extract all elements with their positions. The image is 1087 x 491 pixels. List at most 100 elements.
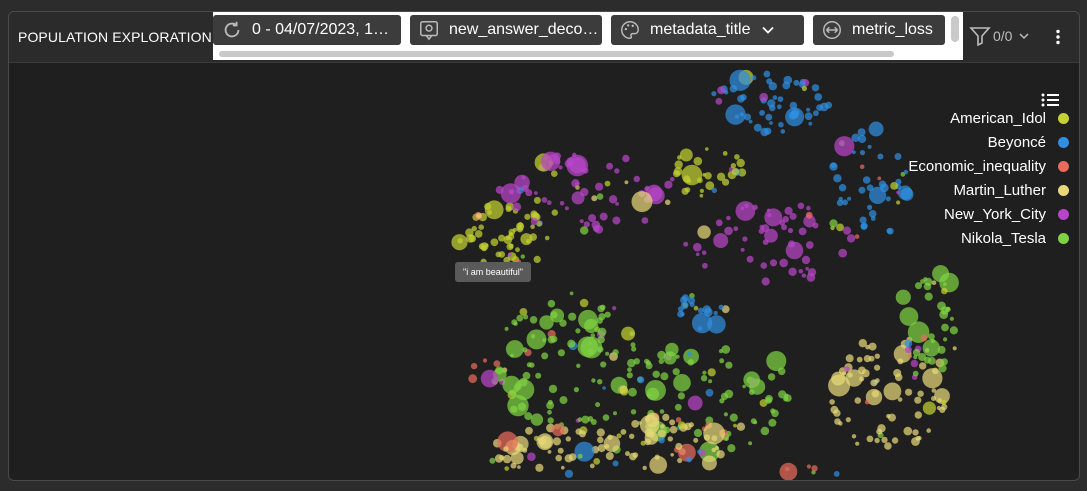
- scatter-point[interactable]: [877, 176, 882, 181]
- scatter-point[interactable]: [791, 108, 800, 118]
- scatter-point[interactable]: [658, 358, 664, 364]
- scatter-point[interactable]: [657, 350, 666, 360]
- scatter-point[interactable]: [557, 447, 564, 454]
- scatter-point[interactable]: [535, 372, 542, 379]
- scatter-point[interactable]: [952, 346, 957, 351]
- scatter-point[interactable]: [719, 358, 725, 364]
- scatter-point[interactable]: [723, 412, 729, 417]
- scatter-point[interactable]: [583, 221, 590, 228]
- scatter-point[interactable]: [484, 202, 492, 211]
- scatter-point[interactable]: [740, 94, 747, 101]
- scatter-point[interactable]: [550, 308, 565, 323]
- scatter-point[interactable]: [567, 339, 576, 348]
- scatter-point[interactable]: [645, 412, 660, 427]
- chip-color[interactable]: metadata_title: [611, 15, 804, 45]
- scatter-point[interactable]: [525, 426, 533, 435]
- scatter-point[interactable]: [678, 443, 696, 462]
- scatter-point[interactable]: [587, 348, 594, 356]
- scatter-point[interactable]: [597, 444, 606, 453]
- scatter-point[interactable]: [699, 188, 705, 193]
- scatter-point[interactable]: [704, 172, 712, 180]
- scatter-point[interactable]: [711, 187, 717, 194]
- scatter-point[interactable]: [630, 409, 637, 415]
- scatter-point[interactable]: [627, 358, 636, 368]
- scatter-point[interactable]: [693, 156, 703, 166]
- scatter-point[interactable]: [734, 154, 740, 160]
- scatter-point[interactable]: [523, 314, 529, 320]
- scatter-point[interactable]: [870, 216, 876, 221]
- scatter-point[interactable]: [740, 247, 745, 252]
- scatter-point[interactable]: [687, 296, 696, 305]
- scatter-point[interactable]: [713, 310, 718, 316]
- scatter-point[interactable]: [546, 200, 552, 206]
- scatter-point[interactable]: [871, 390, 880, 398]
- scatter-point[interactable]: [607, 434, 613, 440]
- scatter-point[interactable]: [845, 369, 863, 387]
- scatter-point[interactable]: [495, 251, 502, 258]
- scatter-point[interactable]: [729, 84, 738, 93]
- scatter-point[interactable]: [508, 232, 513, 236]
- scatter-point[interactable]: [759, 92, 769, 102]
- scatter-point[interactable]: [803, 215, 816, 228]
- scatter-point[interactable]: [701, 455, 717, 471]
- scatter-point[interactable]: [533, 255, 541, 263]
- scatter-point[interactable]: [559, 396, 568, 405]
- scatter-point[interactable]: [697, 326, 702, 331]
- scatter-point[interactable]: [748, 441, 753, 446]
- scatter-point[interactable]: [569, 156, 586, 174]
- scatter-point[interactable]: [559, 319, 567, 327]
- scatter-point[interactable]: [867, 204, 873, 210]
- scatter-point[interactable]: [866, 435, 874, 443]
- scatter-point[interactable]: [846, 234, 856, 243]
- scatter-point[interactable]: [727, 444, 736, 453]
- scatter-point[interactable]: [686, 456, 693, 463]
- scatter-point[interactable]: [897, 358, 904, 365]
- scatter-point[interactable]: [880, 183, 889, 193]
- scatter-point[interactable]: [702, 305, 712, 314]
- scatter-point[interactable]: [903, 169, 909, 175]
- scatter-point[interactable]: [859, 216, 867, 224]
- scatter-point[interactable]: [502, 454, 512, 464]
- scatter-point[interactable]: [908, 354, 912, 358]
- scatter-point[interactable]: [768, 418, 777, 427]
- scatter-point[interactable]: [912, 429, 919, 436]
- scatter-point[interactable]: [673, 374, 691, 392]
- scatter-point[interactable]: [500, 183, 521, 204]
- scatter-point[interactable]: [664, 199, 671, 206]
- scatter-point[interactable]: [527, 452, 536, 462]
- scatter-point[interactable]: [836, 199, 844, 206]
- scatter-point[interactable]: [522, 447, 528, 453]
- scatter-point[interactable]: [808, 121, 813, 126]
- scatter-point[interactable]: [517, 222, 524, 228]
- scatter-point[interactable]: [693, 428, 703, 438]
- scatter-point[interactable]: [505, 236, 510, 241]
- scatter-point[interactable]: [761, 277, 770, 286]
- scatter-point[interactable]: [854, 397, 862, 404]
- scatter-point[interactable]: [785, 241, 804, 260]
- scatter-point[interactable]: [511, 319, 518, 326]
- scatter-point[interactable]: [596, 428, 605, 437]
- scatter-point[interactable]: [922, 401, 937, 415]
- scatter-point[interactable]: [858, 339, 867, 348]
- scatter-point[interactable]: [580, 226, 589, 235]
- scatter-point[interactable]: [659, 409, 665, 414]
- scatter-point[interactable]: [608, 195, 618, 204]
- scatter-point[interactable]: [695, 252, 700, 257]
- scatter-point[interactable]: [510, 405, 518, 413]
- scatter-point[interactable]: [621, 326, 636, 341]
- scatter-point[interactable]: [530, 210, 538, 218]
- scatter-point[interactable]: [624, 180, 629, 185]
- scatter-point[interactable]: [577, 336, 598, 358]
- scatter-point[interactable]: [939, 310, 949, 319]
- scatter-point[interactable]: [596, 193, 604, 200]
- scatter-point[interactable]: [812, 222, 819, 229]
- scatter-point[interactable]: [600, 361, 607, 368]
- scatter-point[interactable]: [789, 212, 797, 220]
- scatter-point[interactable]: [781, 224, 787, 231]
- scatter-point[interactable]: [724, 90, 729, 95]
- scatter-point[interactable]: [619, 387, 629, 396]
- scatter-point[interactable]: [640, 440, 646, 446]
- scatter-point[interactable]: [788, 267, 797, 276]
- scatter-point[interactable]: [715, 97, 723, 105]
- scatter-point[interactable]: [675, 442, 683, 450]
